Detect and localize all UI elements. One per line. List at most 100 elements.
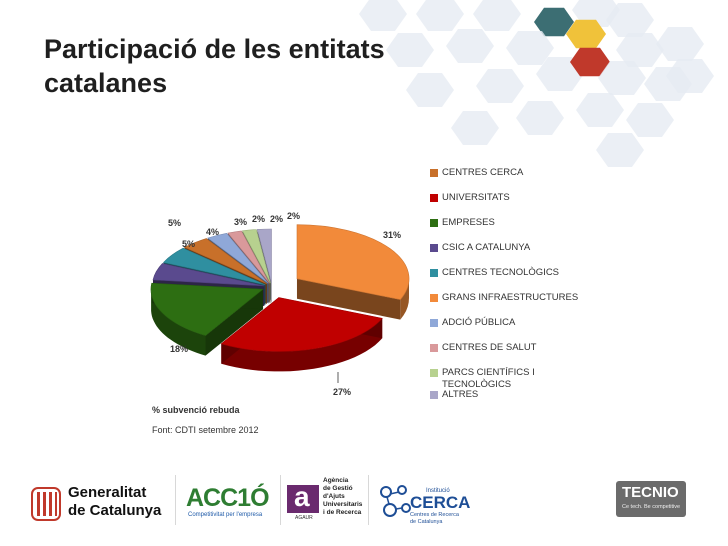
logo-generalitat: Generalitat de Catalunya bbox=[30, 484, 180, 524]
agaur-letter: a bbox=[294, 481, 310, 512]
agaur-mark-icon: a bbox=[287, 481, 319, 513]
data-label: 27% bbox=[333, 387, 351, 397]
legend-label: UNIVERSITATS bbox=[442, 192, 510, 203]
data-label: 5% bbox=[182, 239, 195, 249]
data-label: 5% bbox=[168, 218, 181, 228]
legend-label: EMPRESES bbox=[442, 217, 495, 228]
decor-hexagon bbox=[576, 93, 624, 127]
logo-tecnio: TECNIO Ce tech. Be competitive bbox=[616, 481, 686, 517]
logo-divider bbox=[280, 475, 281, 525]
title-line-1: Participació de les entitats bbox=[44, 34, 385, 64]
legend-item: CENTRES DE SALUT bbox=[430, 341, 610, 366]
legend-label: CENTRES CERCA bbox=[442, 167, 524, 178]
data-label: 3% bbox=[234, 217, 247, 227]
legend-swatch bbox=[430, 344, 438, 352]
decor-hexagon bbox=[596, 133, 644, 167]
pie-slice bbox=[152, 263, 265, 287]
agaur-abbr: AGAUR bbox=[295, 515, 313, 521]
decor-hexagon bbox=[616, 33, 664, 67]
legend-label: CSIC A CATALUNYA bbox=[442, 242, 531, 253]
logo-agaur: a AGAUR Agència de Gestió d'Ajuts Univer… bbox=[287, 477, 367, 523]
decor-hexagon bbox=[386, 33, 434, 67]
decor-hexagon bbox=[626, 103, 674, 137]
data-label: 2% bbox=[252, 214, 265, 224]
legend-swatch bbox=[430, 219, 438, 227]
acc10-tagline: Competitivitat per l'empresa bbox=[188, 512, 263, 518]
legend-item: CENTRES TECNOLÒGICS bbox=[430, 266, 610, 291]
legend-swatch bbox=[430, 319, 438, 327]
decor-hexagon bbox=[570, 47, 610, 77]
legend-item: EMPRESES bbox=[430, 216, 610, 241]
decor-hexagon bbox=[473, 0, 521, 31]
cerca-sub-1: Centres de Recerca bbox=[410, 512, 459, 518]
legend-swatch bbox=[430, 194, 438, 202]
pie-slice bbox=[296, 224, 410, 300]
legend-item: ALTRES bbox=[430, 388, 610, 413]
legend-label: CENTRES TECNOLÒGICS bbox=[442, 267, 560, 278]
legend-swatch bbox=[430, 369, 438, 377]
data-label: 18% bbox=[170, 344, 188, 354]
legend-swatch bbox=[430, 169, 438, 177]
data-label: 2% bbox=[270, 214, 283, 224]
generalitat-line-1: Generalitat bbox=[68, 484, 147, 501]
decor-hexagon bbox=[516, 101, 564, 135]
legend-label: CENTRES DE SALUT bbox=[442, 342, 537, 353]
pie-slice bbox=[256, 228, 272, 284]
data-label: 2% bbox=[287, 211, 300, 221]
decor-hexagon bbox=[566, 19, 606, 49]
axis-note: % subvenció rebuda bbox=[152, 405, 240, 415]
decor-hexagon bbox=[534, 7, 574, 37]
cerca-sub-2: de Catalunya bbox=[410, 518, 443, 525]
decor-hexagon bbox=[598, 61, 646, 95]
logo-divider bbox=[175, 475, 176, 525]
pie-slice bbox=[241, 229, 271, 284]
decor-hexagon bbox=[416, 0, 464, 31]
logo-cerca: Institució CERCA Centres de Recerca de C… bbox=[378, 480, 488, 525]
agaur-line-5: i de Recerca bbox=[323, 509, 362, 516]
pie-slice bbox=[162, 247, 266, 286]
decor-hexagon bbox=[536, 57, 584, 91]
decor-hexagon bbox=[446, 29, 494, 63]
legend-item: GRANS INFRAESTRUCTURES bbox=[430, 291, 610, 316]
decor-hexagon bbox=[656, 27, 704, 61]
decor-hexagon bbox=[506, 31, 554, 65]
legend-swatch bbox=[430, 269, 438, 277]
cerca-molecule-icon bbox=[380, 485, 411, 517]
decor-hexagon bbox=[476, 69, 524, 103]
pie-slice bbox=[150, 282, 264, 336]
legend-item: PARCS CIENTÍFICS I TECNOLÒGICS bbox=[430, 366, 610, 390]
logo-divider bbox=[368, 475, 369, 525]
decor-hexagon bbox=[606, 3, 654, 37]
agaur-line-4: Universitaris bbox=[323, 501, 363, 508]
legend-item: CENTRES CERCA bbox=[430, 166, 610, 191]
slide-title: Participació de les entitats catalanes bbox=[44, 32, 424, 100]
cerca-small: Institució bbox=[426, 488, 450, 494]
decor-hexagon bbox=[406, 73, 454, 107]
pie-slice bbox=[207, 232, 269, 284]
logo-acc10: ACC1Ó Competitivitat per l'empresa bbox=[186, 484, 276, 524]
title-line-2: catalanes bbox=[44, 68, 168, 98]
legend-label: GRANS INFRAESTRUCTURES bbox=[442, 292, 579, 303]
legend-swatch bbox=[430, 294, 438, 302]
decor-hexagon bbox=[359, 0, 407, 31]
agaur-line-3: d'Ajuts bbox=[323, 493, 345, 500]
source-note: Font: CDTI setembre 2012 bbox=[152, 425, 259, 435]
data-label: 31% bbox=[383, 230, 401, 240]
generalitat-line-2: de Catalunya bbox=[68, 502, 162, 519]
legend-swatch bbox=[430, 391, 438, 399]
agaur-line-2: de Gestió bbox=[323, 485, 353, 492]
legend-label: ADCIÓ PÚBLICA bbox=[442, 317, 516, 328]
acc10-wordmark: ACC1Ó bbox=[186, 484, 270, 512]
tecnio-wordmark: TECNIO bbox=[622, 484, 679, 501]
pie-slice bbox=[183, 238, 268, 285]
legend-swatch bbox=[430, 244, 438, 252]
generalitat-emblem-icon bbox=[31, 487, 61, 521]
agaur-line-1: Agència bbox=[323, 477, 349, 484]
legend-label: PARCS CIENTÍFICS I TECNOLÒGICS bbox=[442, 367, 535, 390]
tecnio-tagline: Ce tech. Be competitive bbox=[622, 504, 681, 510]
cerca-big: CERCA bbox=[410, 493, 471, 512]
chart-legend: CENTRES CERCA UNIVERSITATS EMPRESES CSIC… bbox=[430, 166, 610, 413]
legend-item: CSIC A CATALUNYA bbox=[430, 241, 610, 266]
